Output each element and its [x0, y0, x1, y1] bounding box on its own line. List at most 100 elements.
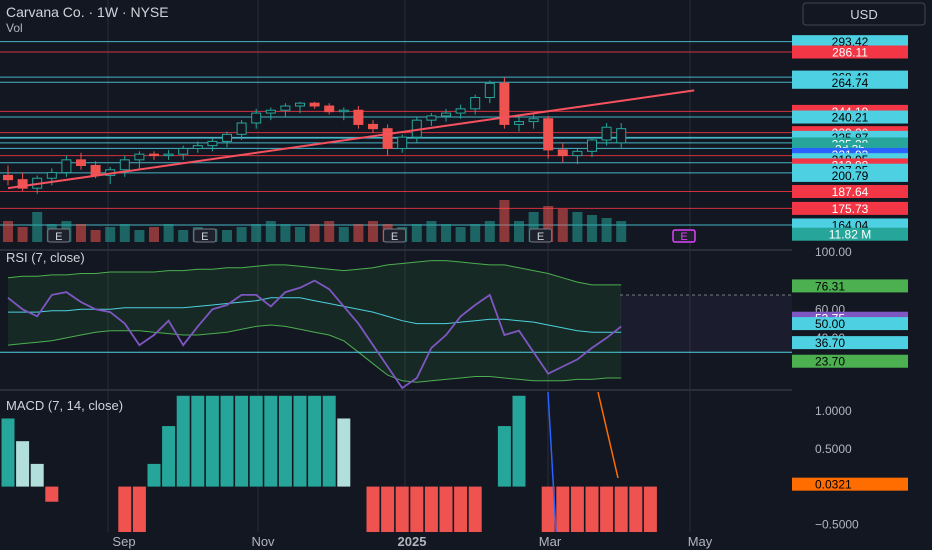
candle-down[interactable]	[557, 149, 568, 157]
price-axis-label[interactable]: 286.11	[832, 46, 868, 60]
rsi-line[interactable]	[7, 279, 622, 390]
rsi-value-label[interactable]: 76.31	[815, 279, 845, 293]
earnings-marker[interactable]	[47, 228, 71, 243]
candle-up[interactable]	[587, 139, 597, 152]
rsi-mid-band[interactable]	[8, 297, 622, 333]
earnings-marker[interactable]	[193, 228, 217, 243]
macd-value-label[interactable]: 0.0321	[815, 478, 852, 492]
macd-hist-bar[interactable]	[205, 395, 219, 487]
candle-up[interactable]	[192, 145, 203, 150]
macd-hist-bar[interactable]	[235, 395, 249, 487]
price-axis-label[interactable]: 240.21	[832, 111, 869, 125]
rsi-value-label[interactable]: 50.00	[815, 317, 845, 331]
symbol-title[interactable]: Carvana Co. · 1W · NYSE	[6, 4, 169, 20]
macd-hist-bar[interactable]	[249, 395, 263, 487]
macd-hist-bar[interactable]	[45, 486, 59, 502]
candle-up[interactable]	[46, 172, 57, 179]
candle-up[interactable]	[207, 140, 218, 147]
candle-down[interactable]	[324, 105, 335, 113]
candle-up[interactable]	[236, 122, 247, 135]
macd-hist-bar[interactable]	[308, 395, 322, 487]
macd-hist-bar[interactable]	[176, 395, 190, 487]
time-axis[interactable]: Sep Nov 2025 Mar May	[0, 532, 932, 550]
candle-up[interactable]	[572, 150, 583, 157]
candle-up[interactable]	[280, 105, 291, 111]
candle-down[interactable]	[3, 174, 13, 181]
macd-line[interactable]	[547, 391, 557, 533]
rsi-upper-band[interactable]	[7, 260, 622, 286]
candle-up[interactable]	[514, 121, 524, 125]
candle-up[interactable]	[397, 136, 408, 150]
candle-up[interactable]	[119, 159, 130, 171]
price-axis-label[interactable]: 175.73	[832, 202, 869, 216]
macd-hist-bar[interactable]	[322, 395, 336, 487]
earnings-marker[interactable]	[529, 228, 553, 243]
candle-up[interactable]	[295, 102, 305, 107]
candles[interactable]	[3, 77, 627, 194]
candle-down[interactable]	[382, 128, 393, 150]
macd-hist-bar[interactable]	[497, 426, 511, 487]
candle-up[interactable]	[484, 82, 495, 99]
rsi-value-box	[792, 317, 908, 331]
macd-hist-bar[interactable]	[162, 426, 176, 487]
candle-up[interactable]	[616, 128, 627, 144]
candle-up[interactable]	[601, 126, 612, 141]
macd-hist-bar[interactable]	[293, 395, 307, 487]
earnings-marker-future[interactable]	[672, 229, 696, 243]
candle-up[interactable]	[455, 108, 466, 114]
macd-hist-bar[interactable]	[278, 395, 292, 487]
candle-up[interactable]	[470, 97, 481, 110]
price-axis-label[interactable]: 264.74	[832, 76, 869, 90]
macd-hist-bar[interactable]	[337, 418, 351, 487]
macd-hist-bar[interactable]	[147, 463, 161, 487]
candle-up[interactable]	[338, 109, 349, 113]
macd-hist-bar[interactable]	[191, 395, 205, 487]
price-axis-label[interactable]: 187.64	[832, 185, 869, 199]
earnings-marker[interactable]	[383, 228, 407, 243]
candle-up[interactable]	[426, 115, 437, 121]
rsi-value-label[interactable]: 23.70	[815, 355, 845, 369]
candle-down[interactable]	[353, 109, 364, 125]
macd-hist-bar[interactable]	[1, 418, 15, 487]
macd-hist-bar[interactable]	[512, 395, 526, 487]
macd-hist-bar[interactable]	[16, 441, 30, 487]
candle-up[interactable]	[134, 153, 145, 161]
candle-down[interactable]	[17, 179, 28, 189]
rsi-value-label[interactable]: 36.70	[815, 336, 845, 350]
candle-up[interactable]	[178, 148, 189, 155]
macd-hist-bar[interactable]	[30, 463, 44, 487]
trendline-support[interactable]	[7, 89, 695, 190]
candle-down[interactable]	[76, 159, 86, 166]
candle-up[interactable]	[61, 159, 72, 174]
candle-down[interactable]	[90, 165, 101, 176]
candle-up[interactable]	[222, 133, 232, 142]
candle-down[interactable]	[309, 102, 320, 107]
price-axis-label[interactable]: 200.79	[832, 169, 869, 183]
rsi-title[interactable]: RSI (7, close)	[6, 250, 85, 265]
volume-bar	[338, 227, 349, 242]
candle-up[interactable]	[441, 112, 451, 117]
candle-down[interactable]	[543, 118, 554, 151]
price-axis-label[interactable]: 11.82 M	[829, 228, 871, 242]
currency-button[interactable]: USD	[802, 2, 926, 26]
candle-up[interactable]	[265, 109, 276, 114]
candle-up[interactable]	[163, 153, 174, 157]
candle-up[interactable]	[251, 112, 262, 124]
candle-up[interactable]	[528, 118, 539, 123]
macd-hist-bar[interactable]	[264, 395, 278, 487]
price-axis[interactable]: 293.42286.11268.42264.74244.19240.21229.…	[792, 0, 932, 550]
candle-down[interactable]	[499, 82, 510, 125]
candle-down[interactable]	[149, 153, 159, 157]
candle-down[interactable]	[368, 123, 378, 130]
macd-title[interactable]: MACD (7, 14, close)	[6, 398, 123, 413]
macd-scale-label: 1.0000	[815, 404, 852, 418]
trendline[interactable]	[7, 89, 695, 190]
macd-hist-bar[interactable]	[220, 395, 234, 487]
rsi-lower-band[interactable]	[7, 324, 622, 383]
volume-bar	[90, 230, 101, 242]
rsi-pane[interactable]	[0, 260, 792, 390]
macd-signal-line[interactable]	[597, 391, 619, 479]
volume-bar	[499, 200, 510, 242]
